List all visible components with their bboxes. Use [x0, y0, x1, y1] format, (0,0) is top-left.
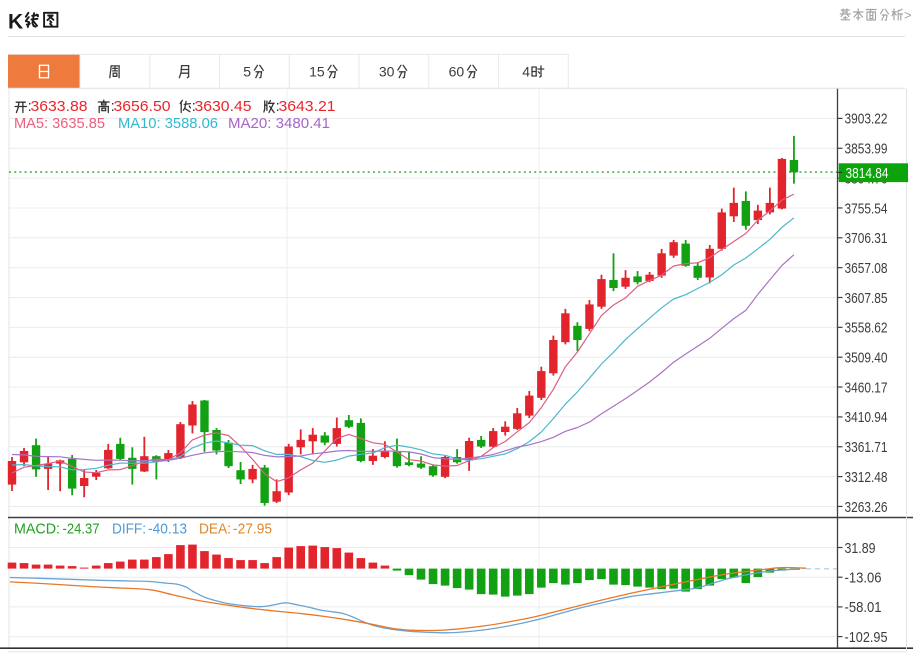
svg-text:3643.21: 3643.21	[279, 98, 336, 115]
svg-text:MA5: 3635.85: MA5: 3635.85	[14, 115, 105, 132]
svg-text:3312.48: 3312.48	[845, 469, 888, 486]
svg-text:3755.54: 3755.54	[845, 200, 888, 217]
svg-text:15: 15	[309, 64, 325, 80]
svg-text:DIFF:: DIFF:	[112, 520, 146, 537]
svg-text:30: 30	[379, 64, 395, 80]
svg-text:3706.31: 3706.31	[845, 230, 888, 247]
svg-text:3558.62: 3558.62	[845, 320, 888, 337]
svg-text:3607.85: 3607.85	[845, 290, 888, 307]
svg-text:5: 5	[243, 64, 251, 80]
svg-text:3410.94: 3410.94	[845, 409, 888, 426]
svg-text:>: >	[904, 8, 912, 23]
svg-text:3657.08: 3657.08	[845, 260, 888, 277]
svg-text:-40.13: -40.13	[148, 520, 187, 537]
svg-text:-27.95: -27.95	[233, 520, 272, 537]
svg-text:3361.71: 3361.71	[845, 439, 888, 456]
svg-text:3656.50: 3656.50	[114, 98, 171, 115]
svg-text:3263.26: 3263.26	[845, 499, 888, 516]
svg-text:3630.45: 3630.45	[195, 98, 252, 115]
svg-text:-102.95: -102.95	[845, 629, 888, 646]
svg-text:3633.88: 3633.88	[31, 98, 88, 115]
svg-text:60: 60	[449, 64, 465, 80]
svg-text:K: K	[8, 11, 23, 34]
svg-text:MA20: 3480.41: MA20: 3480.41	[228, 115, 330, 132]
svg-text:3814.84: 3814.84	[846, 165, 889, 182]
svg-text:3903.22: 3903.22	[845, 111, 888, 128]
svg-text:31.89: 31.89	[845, 540, 876, 557]
svg-text:DEA:: DEA:	[199, 520, 231, 537]
svg-text:3509.40: 3509.40	[845, 350, 888, 367]
svg-text:4: 4	[522, 64, 530, 80]
svg-text:MA10: 3588.06: MA10: 3588.06	[118, 115, 218, 132]
svg-text:-13.06: -13.06	[845, 570, 882, 587]
svg-text:3460.17: 3460.17	[845, 379, 888, 396]
svg-text:MACD:: MACD:	[14, 520, 60, 537]
svg-text:3853.99: 3853.99	[845, 141, 888, 158]
svg-text:-58.01: -58.01	[845, 599, 882, 616]
svg-text:-24.37: -24.37	[63, 520, 100, 537]
